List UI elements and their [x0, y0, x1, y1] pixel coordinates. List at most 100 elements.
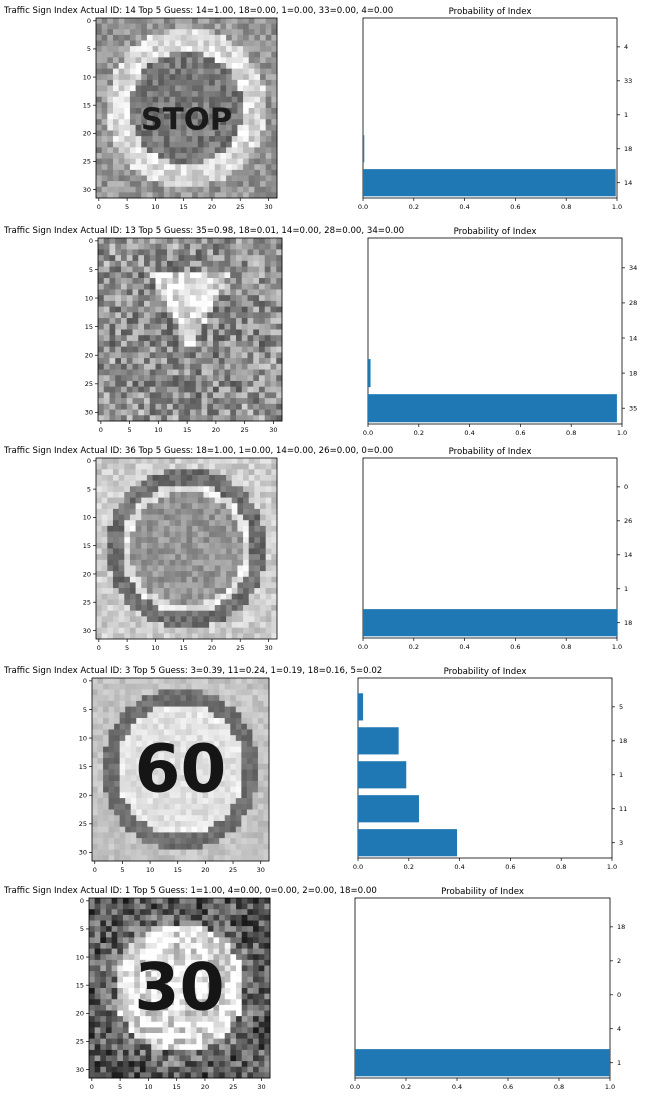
- image-xtick-label: 15: [180, 644, 188, 652]
- ytick-label: 11: [619, 805, 627, 813]
- image-ytick-label: 25: [85, 380, 93, 388]
- xtick-label: 0.8: [554, 1083, 564, 1091]
- image-ytick-label: 15: [76, 981, 84, 989]
- xtick-label: 0.4: [459, 203, 469, 211]
- image-xtick-label: 5: [118, 1083, 122, 1091]
- xtick-label: 1.0: [612, 203, 622, 211]
- chart-title: Probability of Index: [444, 667, 527, 677]
- figure-row-canvas: STOP 0 5 10 15 20 25 30 0 5 10 15 20 25 30 Probability …: [83, 7, 633, 211]
- bar: [368, 394, 617, 423]
- sign-image-label: 30: [134, 951, 224, 1026]
- image-ytick-label: 15: [85, 323, 93, 331]
- image-xtick-label: 20: [201, 866, 209, 874]
- image-xtick-label: 10: [154, 426, 162, 434]
- xtick-label: 0.0: [353, 863, 363, 871]
- xtick-label: 0.6: [515, 429, 525, 437]
- ytick-label: 26: [624, 517, 632, 525]
- xtick-label: 1.0: [607, 863, 617, 871]
- xtick-label: 0.0: [350, 1083, 360, 1091]
- row-title: Traffic Sign Index Actual ID: 36 Top 5 G…: [4, 446, 394, 456]
- image-xtick-label: 30: [264, 644, 272, 652]
- image-ytick-label: 20: [83, 130, 91, 138]
- bar: [368, 359, 371, 388]
- chart-frame: [362, 17, 618, 199]
- image-xtick-label: 0: [97, 644, 101, 652]
- ytick-label: 18: [617, 923, 625, 931]
- image-ticks: 0 5 10 15 20 25 30 0 5 10 15 20 25 30: [76, 897, 266, 1091]
- bar: [358, 829, 458, 857]
- image-ytick-label: 30: [79, 849, 87, 857]
- xtick-label: 0.2: [401, 1083, 411, 1091]
- image-ticks: 0 5 10 15 20 25 30 0 5 10 15 20 25 30: [79, 677, 265, 874]
- image-xtick-label: 25: [236, 203, 244, 211]
- image-ytick-label: 15: [83, 542, 91, 550]
- image-xtick-label: 15: [183, 426, 191, 434]
- image-ytick-label: 25: [83, 599, 91, 607]
- ytick-label: 14: [624, 179, 632, 187]
- image-frame: [97, 237, 283, 422]
- image-xtick-label: 0: [93, 866, 97, 874]
- image-xtick-label: 15: [173, 1083, 181, 1091]
- sign-image: [98, 238, 283, 422]
- image-xtick-label: 0: [90, 1083, 94, 1091]
- image-ytick-label: 0: [83, 677, 87, 685]
- image-ytick-label: 20: [83, 570, 91, 578]
- image-xtick-label: 20: [208, 203, 216, 211]
- image-xtick-label: 20: [212, 426, 220, 434]
- bar: [363, 135, 365, 163]
- chart-title: Probability of Index: [449, 447, 532, 457]
- xtick-label: 0.0: [358, 203, 368, 211]
- xtick-label: 0.2: [409, 203, 419, 211]
- image-ytick-label: 0: [89, 237, 93, 245]
- chart-title: Probability of Index: [449, 7, 532, 17]
- bar: [358, 693, 364, 721]
- ytick-label: 1: [619, 771, 623, 779]
- image-ytick-label: 10: [85, 294, 93, 302]
- xtick-label: 1.0: [617, 429, 627, 437]
- image-xtick-label: 25: [240, 426, 248, 434]
- bar: [355, 1049, 610, 1077]
- probability-chart: Probability of Index 14 18 1 33 4 0.0 0.2 0.4 0.6…: [358, 7, 632, 211]
- image-frame: [95, 17, 278, 199]
- ytick-label: 0: [617, 991, 621, 999]
- image-frame: [91, 677, 270, 862]
- image-ticks: 0 5 10 15 20 25 30 0 5 10 15 20 25 30: [83, 457, 273, 652]
- xtick-label: 0.2: [414, 429, 424, 437]
- image-ytick-label: 5: [87, 45, 91, 53]
- ytick-label: 1: [617, 1059, 621, 1067]
- chart-title: Probability of Index: [454, 227, 537, 237]
- image-ytick-label: 30: [83, 186, 91, 194]
- xtick-label: 0.6: [510, 643, 520, 651]
- xtick-label: 1.0: [612, 643, 622, 651]
- image-frame: [95, 457, 278, 640]
- figure-row: STOP 0 5 10 15 20 25 30 0 5 10 15 20 25 30 Probability …: [0, 0, 649, 220]
- image-ytick-label: 15: [79, 763, 87, 771]
- image-xtick-label: 5: [120, 866, 124, 874]
- row-title: Traffic Sign Index Actual ID: 13 Top 5 G…: [4, 226, 405, 236]
- image-xtick-label: 0: [99, 426, 103, 434]
- image-xtick-label: 5: [128, 426, 132, 434]
- chart-frame: [354, 897, 611, 1079]
- figure-row: 60 0 5 10 15 20 25 30 0 5 10 15 20 25 30 Probability of…: [0, 660, 649, 880]
- image-ytick-label: 10: [83, 514, 91, 522]
- image-ytick-label: 10: [76, 953, 84, 961]
- xtick-label: 0.4: [454, 863, 464, 871]
- xtick-label: 1.0: [605, 1083, 615, 1091]
- image-ticks: 0 5 10 15 20 25 30 0 5 10 15 20 25 30: [85, 237, 278, 434]
- image-xtick-label: 10: [144, 1083, 152, 1091]
- image-ytick-label: 20: [79, 792, 87, 800]
- xtick-label: 0.2: [404, 863, 414, 871]
- image-xtick-label: 0: [97, 203, 101, 211]
- xtick-label: 0.4: [459, 643, 469, 651]
- image-ytick-label: 5: [87, 485, 91, 493]
- sign-image: 60: [92, 678, 270, 862]
- xtick-label: 0.4: [464, 429, 474, 437]
- ytick-label: 14: [624, 551, 632, 559]
- ytick-label: 33: [624, 77, 632, 85]
- xtick-label: 0.6: [503, 1083, 513, 1091]
- image-xtick-label: 5: [125, 203, 129, 211]
- image-xtick-label: 10: [146, 866, 154, 874]
- image-xtick-label: 5: [125, 644, 129, 652]
